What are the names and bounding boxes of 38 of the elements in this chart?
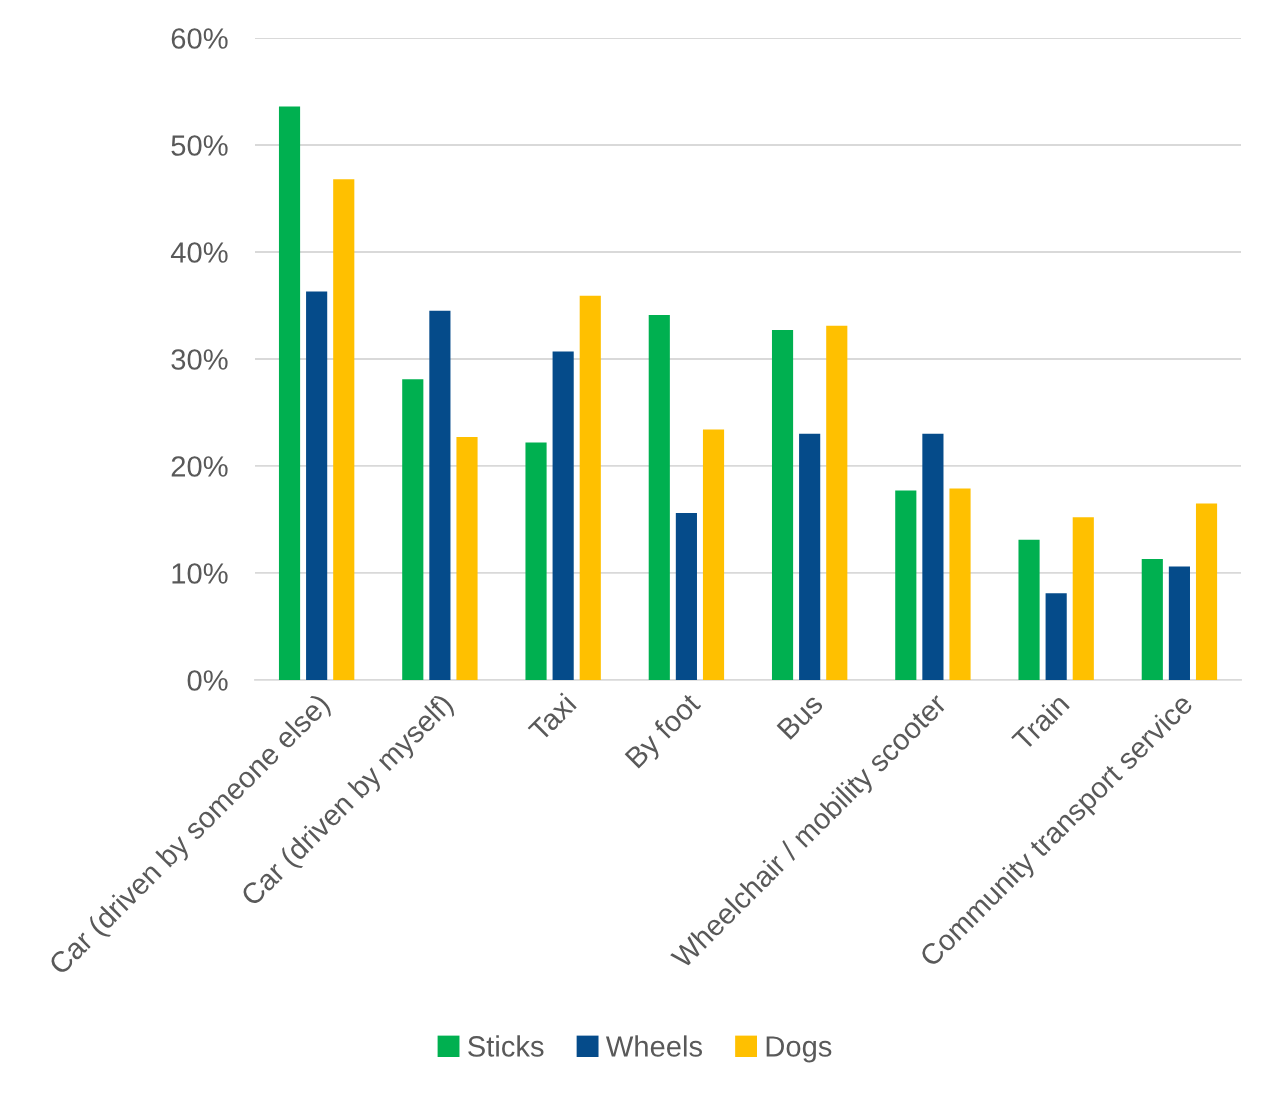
x-tick-label: Train <box>1010 692 1070 752</box>
x-tick-label: Taxi <box>526 692 577 743</box>
bar <box>895 490 917 680</box>
y-tick-label: 30% <box>171 349 228 370</box>
bar <box>702 429 725 680</box>
bar <box>579 295 601 680</box>
y-tick-label: 0% <box>187 670 228 691</box>
bar <box>1195 503 1218 680</box>
bar <box>675 513 697 680</box>
bar <box>402 379 424 680</box>
y-tick-label: 50% <box>171 135 228 156</box>
bar <box>648 315 670 680</box>
y-tick-label: 40% <box>170 242 228 263</box>
bar <box>1045 593 1067 680</box>
x-tick-label: By foot <box>623 691 706 773</box>
bar <box>1072 517 1094 680</box>
bar <box>949 488 971 680</box>
bar <box>771 330 794 680</box>
bar <box>333 179 355 680</box>
bar <box>429 310 451 680</box>
bar <box>826 325 848 680</box>
bar <box>922 433 944 680</box>
bar <box>456 437 478 680</box>
bar <box>1141 559 1163 680</box>
bar <box>1168 566 1190 680</box>
bar <box>525 442 547 680</box>
bar <box>552 351 574 680</box>
x-tick-label: Bus <box>776 692 825 741</box>
bar <box>278 106 301 680</box>
bar <box>1018 539 1040 680</box>
bar <box>799 433 821 680</box>
y-tick-label: 20% <box>171 456 228 477</box>
legend-label: Wheels <box>605 1035 703 1057</box>
legend-label: Dogs <box>766 1036 832 1063</box>
bar <box>306 291 328 680</box>
legend-label: Sticks <box>468 1035 544 1057</box>
y-tick-label: 10% <box>172 563 228 584</box>
y-tick-label: 60% <box>171 28 228 49</box>
